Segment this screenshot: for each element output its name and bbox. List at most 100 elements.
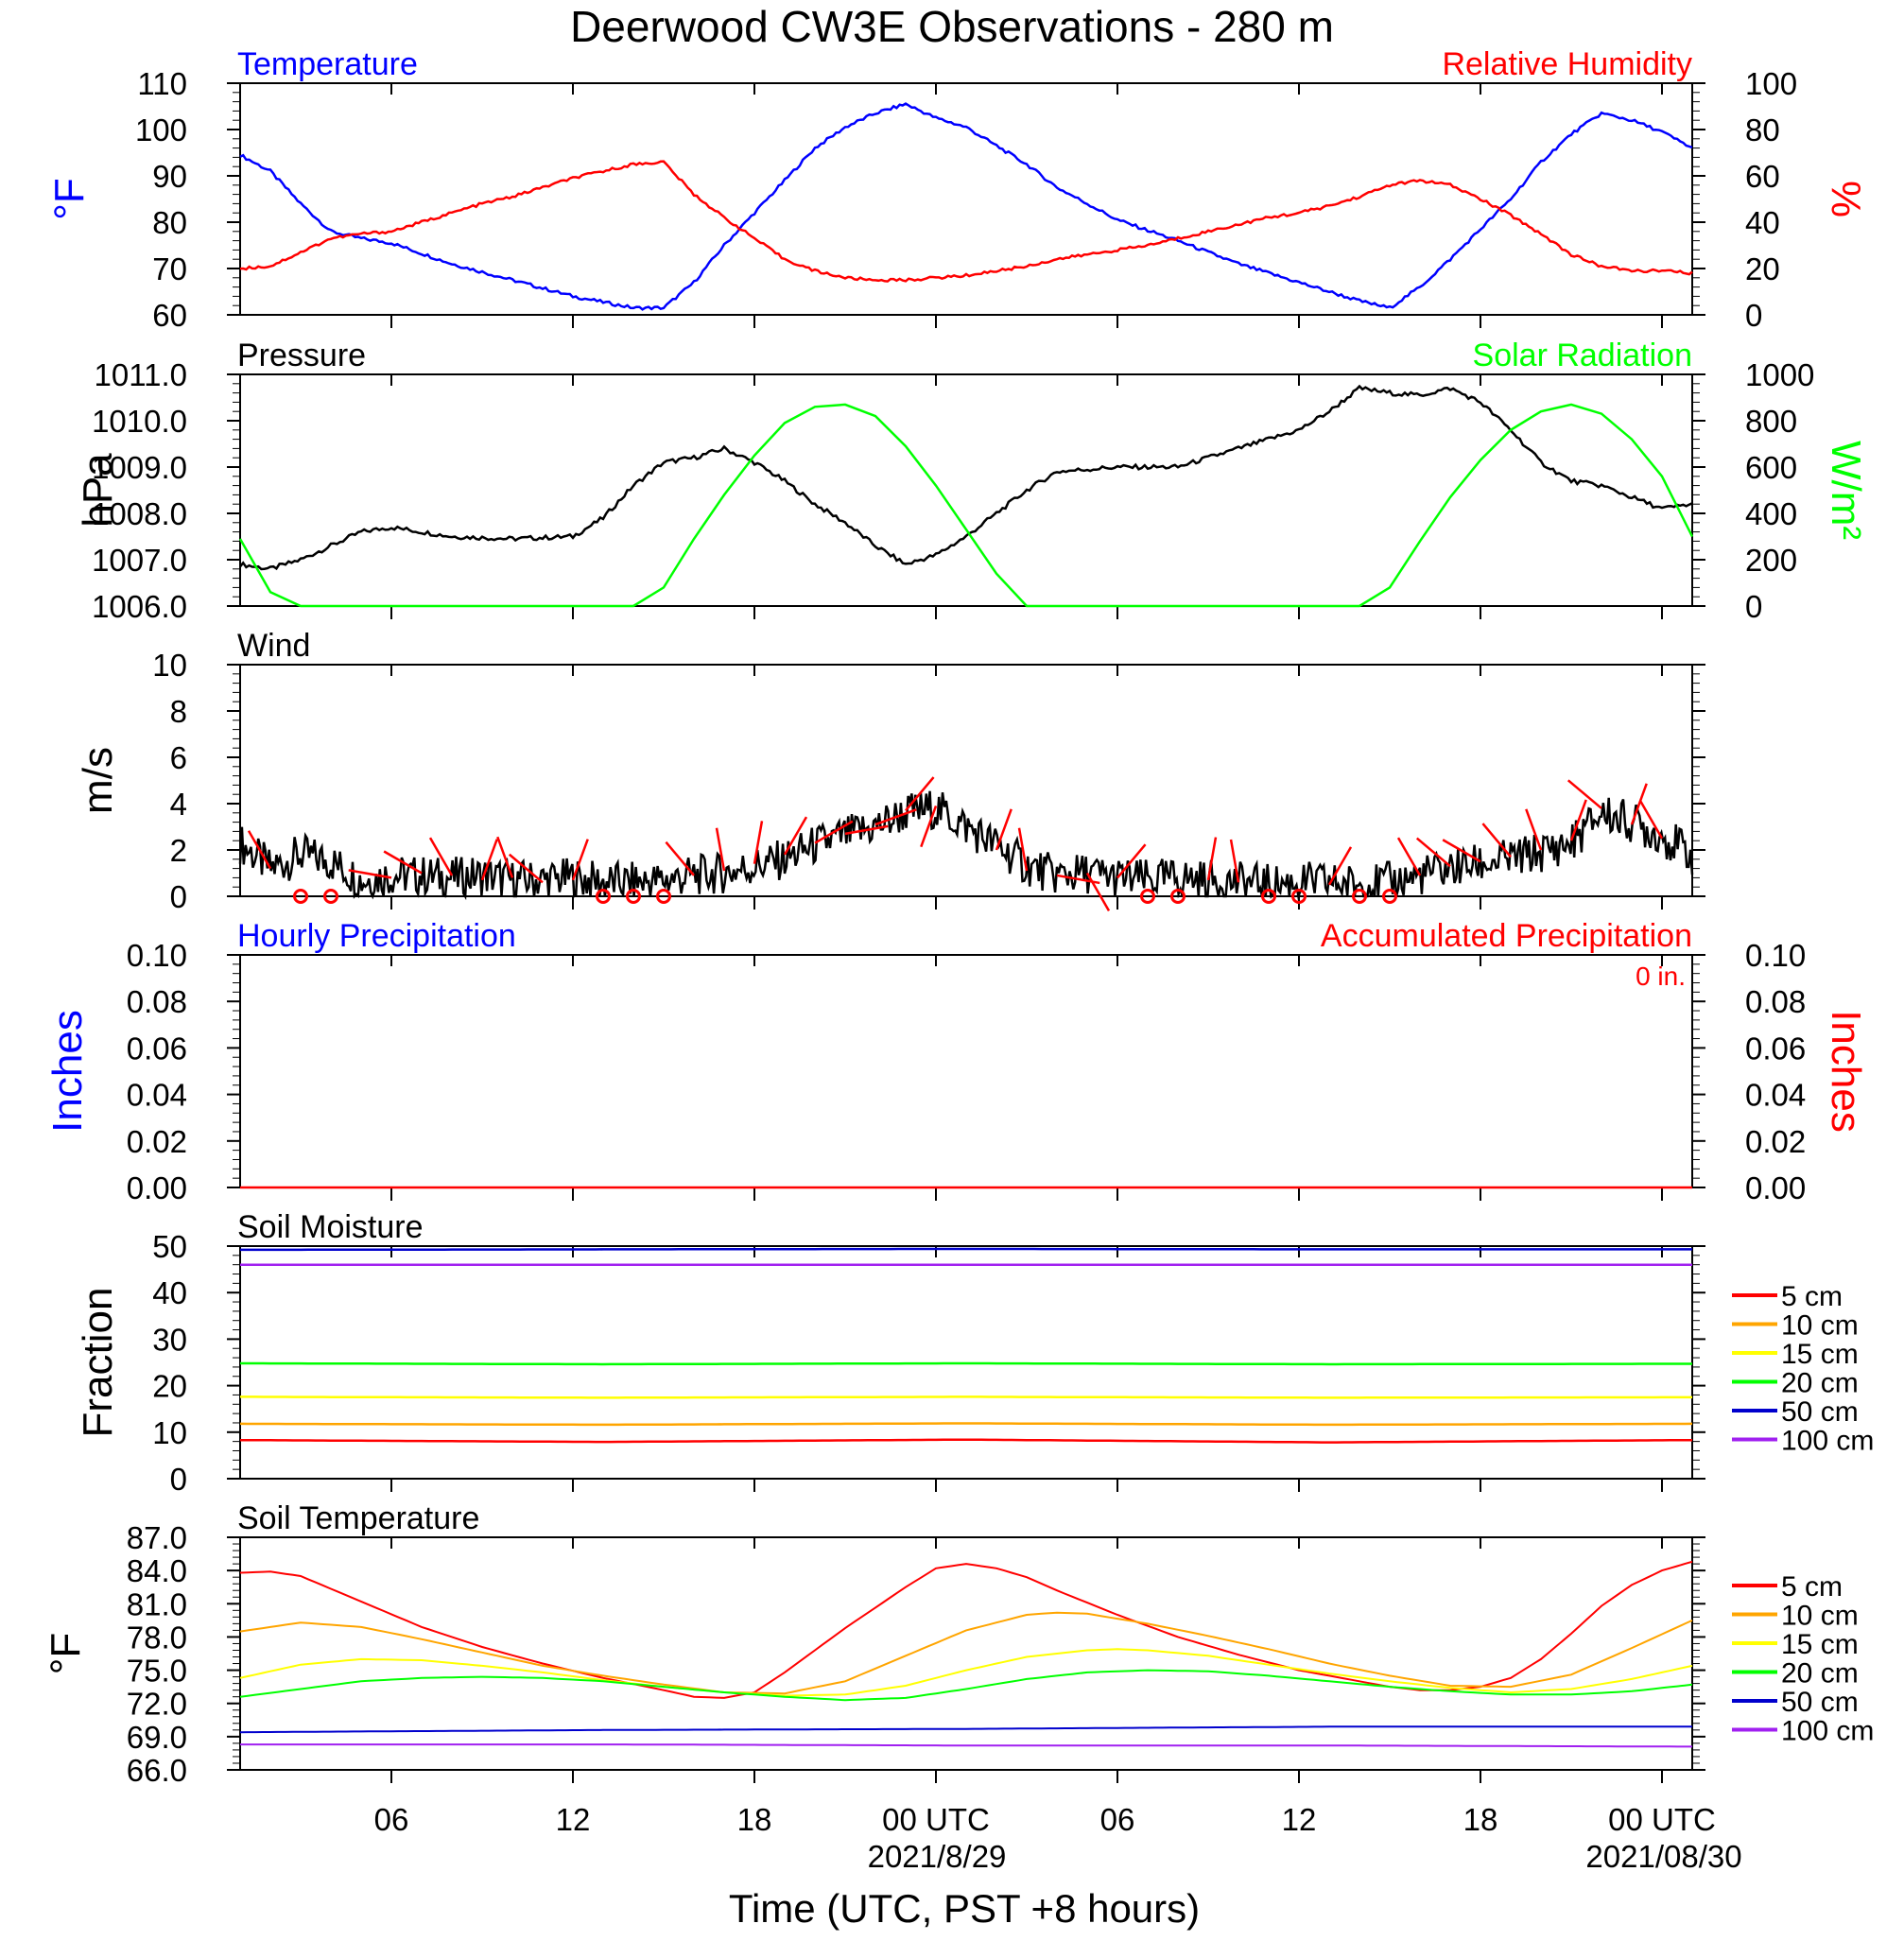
legend-label: 20 cm	[1781, 1368, 1859, 1399]
series-line	[240, 1743, 1692, 1748]
series-temperature	[239, 102, 1693, 311]
y-right-tick-label: 0.00	[1745, 1170, 1806, 1205]
panel-temperature-humidity: 60 70 80 90 100 110 0 20 40 60 80 100 Temperature Rel…	[46, 46, 1869, 333]
wind-barb	[920, 806, 938, 848]
plot-frame	[239, 954, 1693, 1188]
wind-barb	[905, 776, 935, 812]
series-line	[239, 1560, 1693, 1699]
date-label-1: 2021/08/30	[1585, 1839, 1741, 1874]
y-left-tick-label: 66.0	[127, 1753, 187, 1788]
y-left-tick-label: 1010.0	[92, 404, 187, 439]
y-right-tick-label: 1000	[1745, 357, 1814, 392]
legend-label: 100 cm	[1781, 1426, 1874, 1457]
panel-title-left: Temperature	[237, 46, 418, 82]
plot-frame	[239, 82, 1693, 316]
y-left-tick-label: 75.0	[127, 1654, 187, 1689]
y-left-tick-label: 0	[170, 1462, 187, 1497]
wind-barb	[844, 824, 889, 836]
series-line	[240, 1247, 1692, 1252]
time-axis: 06 12 18 00 UTC 06 12 18 00 UTC 2021/8/29 2021/…	[374, 1802, 1742, 1931]
y-left-tick-label: 50	[152, 1229, 187, 1264]
wind-barb	[1630, 783, 1648, 825]
series-line	[239, 102, 1693, 311]
wind-barb	[1206, 837, 1218, 881]
y-left-tick-label: 70	[152, 251, 187, 286]
y-left-tick-label: 0.08	[127, 984, 187, 1019]
y-left-tick-label: 78.0	[127, 1620, 187, 1655]
wind-barb	[1396, 837, 1422, 876]
series-15-cm	[240, 1395, 1692, 1399]
wind-barb	[496, 836, 514, 878]
y-left-tick-label: 10	[152, 1415, 187, 1450]
y-left-tick-label: 69.0	[127, 1720, 187, 1755]
panel-title-left: Hourly Precipitation	[237, 918, 516, 954]
x-tick-label: 12	[1282, 1802, 1317, 1837]
y-left-axis-label: Inches	[44, 1010, 91, 1133]
legend-label: 15 cm	[1781, 1629, 1859, 1660]
series-solar-radiation	[238, 403, 1694, 608]
panel-wind: 0 2 4 6 8 10 Wind m/s	[75, 628, 1705, 914]
panel-title-left: Wind	[237, 628, 310, 664]
x-tick-label: 18	[1463, 1802, 1498, 1837]
x-tick-label: 12	[556, 1802, 591, 1837]
panel-title-left: Soil Moisture	[237, 1209, 424, 1245]
y-left-tick-label: 8	[170, 694, 187, 729]
y-left-tick-label: 40	[152, 1275, 187, 1310]
wind-barb	[1481, 823, 1512, 858]
y-left-tick-label: 60	[152, 298, 187, 333]
y-right-tick-label: 20	[1745, 251, 1780, 286]
plot-frame	[239, 1536, 1693, 1771]
wind-barb	[1525, 808, 1543, 851]
series-line	[239, 1422, 1693, 1427]
y-left-axis-label: °F	[43, 1633, 89, 1674]
series-5-cm	[239, 1560, 1693, 1699]
wind-barb	[874, 808, 917, 826]
y-right-tick-label: 60	[1745, 159, 1780, 194]
series-50-cm	[240, 1247, 1692, 1252]
wind-barb	[1566, 779, 1602, 809]
series-50-cm	[239, 1725, 1692, 1734]
wind-calm-circle	[323, 889, 338, 904]
y-left-tick-label: 2	[170, 833, 187, 868]
y-left-tick-label: 1008.0	[92, 496, 187, 531]
y-left-tick-label: 81.0	[127, 1586, 187, 1621]
series-line	[239, 160, 1693, 283]
y-left-tick-label: 1007.0	[92, 543, 187, 578]
x-tick-label: 06	[1100, 1802, 1135, 1837]
series-line	[238, 790, 1694, 901]
wind-barb	[1442, 839, 1481, 863]
wind-barb	[1017, 827, 1029, 872]
y-right-tick-label: 0.08	[1745, 984, 1806, 1019]
y-right-tick-label: 0.06	[1745, 1031, 1806, 1066]
series-wind	[238, 790, 1694, 901]
y-left-tick-label: 0.10	[127, 938, 187, 973]
wind-barb	[995, 808, 1013, 851]
x-tick-label: 06	[374, 1802, 409, 1837]
legend-label: 100 cm	[1781, 1716, 1874, 1747]
wind-calm-circle	[1291, 889, 1307, 904]
series-relative-humidity	[239, 160, 1693, 283]
series-line	[239, 1669, 1693, 1702]
wind-barb	[480, 839, 498, 881]
date-label-0: 2021/8/29	[868, 1839, 1007, 1874]
series-10-cm	[239, 1611, 1693, 1695]
panel-soil-temperature: 66.069.072.075.078.081.084.087.0 Soil Tem…	[43, 1500, 1874, 1788]
y-right-tick-label: 100	[1745, 66, 1797, 101]
plot-frame	[239, 664, 1693, 897]
wind-barb	[814, 820, 854, 844]
legend-label: 50 cm	[1781, 1396, 1859, 1428]
legend-label: 10 cm	[1781, 1310, 1859, 1342]
legend-label: 10 cm	[1781, 1601, 1859, 1632]
wind-calm-circle	[656, 889, 671, 904]
plot-frame	[239, 373, 1693, 607]
x-tick-label: 18	[737, 1802, 772, 1837]
wind-barb	[715, 827, 726, 872]
y-right-axis-label: Inches	[1823, 1010, 1869, 1133]
series-10-cm	[239, 1422, 1693, 1427]
series-20-cm	[239, 1669, 1693, 1702]
wind-calm-circle	[1352, 889, 1367, 904]
